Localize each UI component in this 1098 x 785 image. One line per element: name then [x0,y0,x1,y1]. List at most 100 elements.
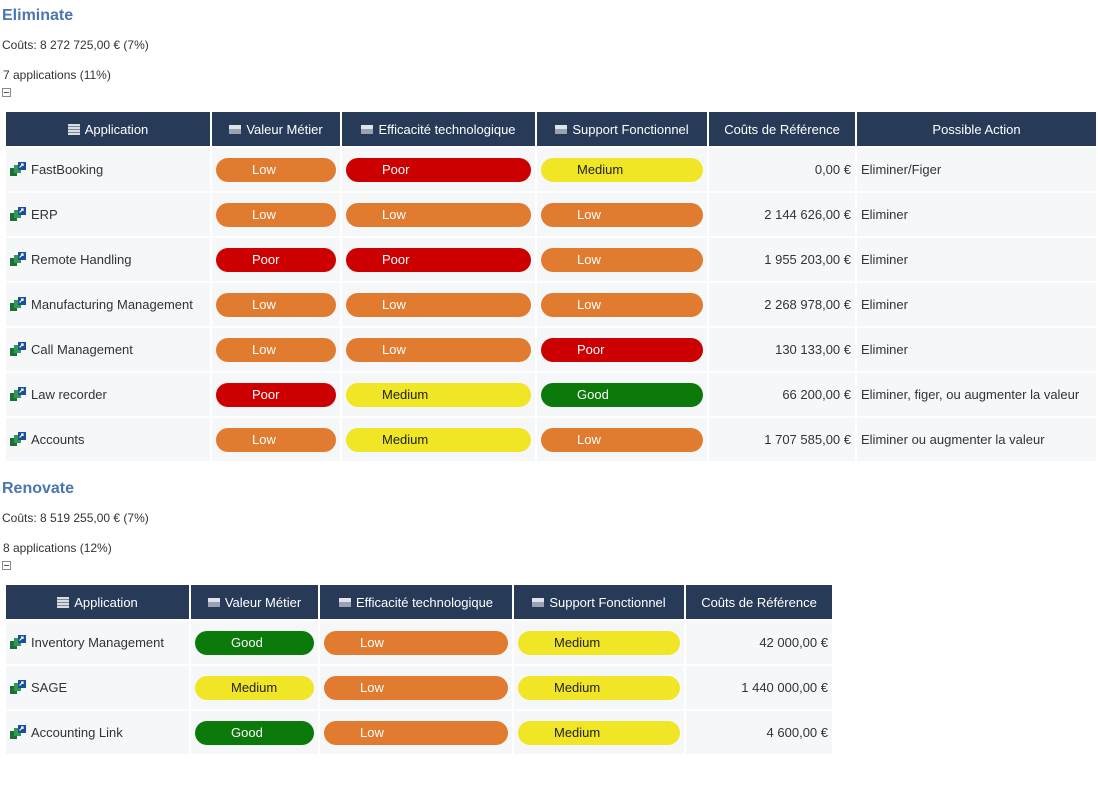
section-costs: Coûts: 8 519 255,00 € (7%) [2,511,149,525]
cell-cost: 0,00 € [709,148,855,191]
efficacite-badge: Low [324,720,508,745]
application-icon [10,252,26,267]
col-application[interactable]: Application [6,585,189,619]
valeur-badge: Poor [216,382,336,407]
cell-support: Good [537,373,707,416]
cell-cost: 1 440 000,00 € [686,666,832,709]
col-efficacite[interactable]: Efficacité technologique [342,112,535,146]
valeur-badge: Low [216,202,336,227]
application-icon [10,297,26,312]
section-title: Renovate [2,480,75,497]
support-badge: Medium [518,720,680,745]
col-application[interactable]: Application [6,112,210,146]
cell-support: Low [537,193,707,236]
cell-efficacite: Low [320,666,512,709]
column-icon [555,124,568,134]
col-couts[interactable]: Coûts de Référence [709,112,855,146]
section-renovate: Renovate Coûts: 8 519 255,00 € (7%) 8 ap… [0,463,1098,756]
col-action[interactable]: Possible Action [857,112,1096,146]
cell-cost: 1 955 203,00 € [709,238,855,281]
column-icon [207,597,220,607]
table-row[interactable]: FastBooking Low Poor Medium 0,00 € Eliminer/F… [6,148,1096,191]
cell-support: Medium [514,621,684,664]
cell-application[interactable]: SAGE [6,666,189,709]
table-row[interactable]: Accounts Low Medium Low 1 707 585,00 € Elimin… [6,418,1096,461]
cell-cost: 42 000,00 € [686,621,832,664]
application-name[interactable]: Inventory Management [31,634,164,650]
cell-efficacite: Medium [342,418,535,461]
cell-efficacite: Low [342,283,535,326]
renovate-table: Application Valeur Métier Efficacité tec… [4,583,834,756]
table-row[interactable]: Call Management Low Low Poor 130 133,00 € Eli… [6,328,1096,371]
cell-action: Eliminer [857,193,1096,236]
application-name[interactable]: ERP [31,206,58,222]
efficacite-badge: Medium [346,427,531,452]
table-row[interactable]: SAGE Medium Low Medium 1 440 000,00 € [6,666,832,709]
cell-support: Low [537,418,707,461]
application-name[interactable]: Accounts [31,431,85,447]
collapse-icon[interactable] [2,561,11,570]
col-support[interactable]: Support Fonctionnel [514,585,684,619]
efficacite-badge: Low [346,337,531,362]
cell-application[interactable]: ERP [6,193,210,236]
col-valeur-metier[interactable]: Valeur Métier [191,585,318,619]
efficacite-badge: Low [324,630,508,655]
cell-application[interactable]: Accounting Link [6,711,189,754]
cell-valeur: Low [212,418,340,461]
support-badge: Low [541,292,703,317]
cell-application[interactable]: Manufacturing Management [6,283,210,326]
cell-action: Eliminer [857,283,1096,326]
collapse-icon[interactable] [2,88,11,97]
cell-efficacite: Poor [342,238,535,281]
support-badge: Low [541,202,703,227]
valeur-badge: Poor [216,247,336,272]
col-valeur-metier[interactable]: Valeur Métier [212,112,340,146]
table-icon [57,596,70,608]
efficacite-badge: Poor [346,247,531,272]
table-row[interactable]: Accounting Link Good Low Medium 4 600,00 € [6,711,832,754]
valeur-badge: Medium [195,675,314,700]
cell-action: Eliminer [857,238,1096,281]
table-icon [67,123,80,135]
application-name[interactable]: Law recorder [31,386,107,402]
cell-application[interactable]: Accounts [6,418,210,461]
application-name[interactable]: Accounting Link [31,724,123,740]
support-badge: Poor [541,337,703,362]
col-efficacite[interactable]: Efficacité technologique [320,585,512,619]
application-icon [10,432,26,447]
efficacite-badge: Low [346,292,531,317]
application-name[interactable]: Remote Handling [31,251,132,267]
cell-application[interactable]: Remote Handling [6,238,210,281]
application-name[interactable]: FastBooking [31,161,104,177]
table-row[interactable]: Manufacturing Management Low Low Low 2 268 9… [6,283,1096,326]
col-support[interactable]: Support Fonctionnel [537,112,707,146]
application-icon [10,207,26,222]
section-eliminate: Eliminate Coûts: 8 272 725,00 € (7%) 7 a… [2,7,1096,461]
cell-efficacite: Low [342,328,535,371]
cell-support: Medium [514,711,684,754]
support-badge: Medium [518,675,680,700]
application-name[interactable]: SAGE [31,679,68,695]
cell-valeur: Good [191,711,318,754]
application-icon [10,725,26,740]
col-couts[interactable]: Coûts de Référence [686,585,832,619]
cell-application[interactable]: Inventory Management [6,621,189,664]
application-icon [10,162,26,177]
cell-application[interactable]: Law recorder [6,373,210,416]
cell-cost: 2 144 626,00 € [709,193,855,236]
efficacite-badge: Low [346,202,531,227]
table-row[interactable]: ERP Low Low Low 2 144 626,00 € Eliminer [6,193,1096,236]
table-row[interactable]: Remote Handling Poor Poor Low 1 955 203,00 €… [6,238,1096,281]
table-row[interactable]: Inventory Management Good Low Medium 42 000,… [6,621,832,664]
table-row[interactable]: Law recorder Poor Medium Good 66 200,00 € Eli… [6,373,1096,416]
valeur-badge: Good [195,720,314,745]
application-name[interactable]: Call Management [31,341,133,357]
valeur-badge: Low [216,292,336,317]
cell-application[interactable]: FastBooking [6,148,210,191]
cell-application[interactable]: Call Management [6,328,210,371]
cell-action: Eliminer ou augmenter la valeur [857,418,1096,461]
support-badge: Low [541,247,703,272]
application-name[interactable]: Manufacturing Management [31,296,193,312]
cell-cost: 66 200,00 € [709,373,855,416]
valeur-badge: Low [216,157,336,182]
